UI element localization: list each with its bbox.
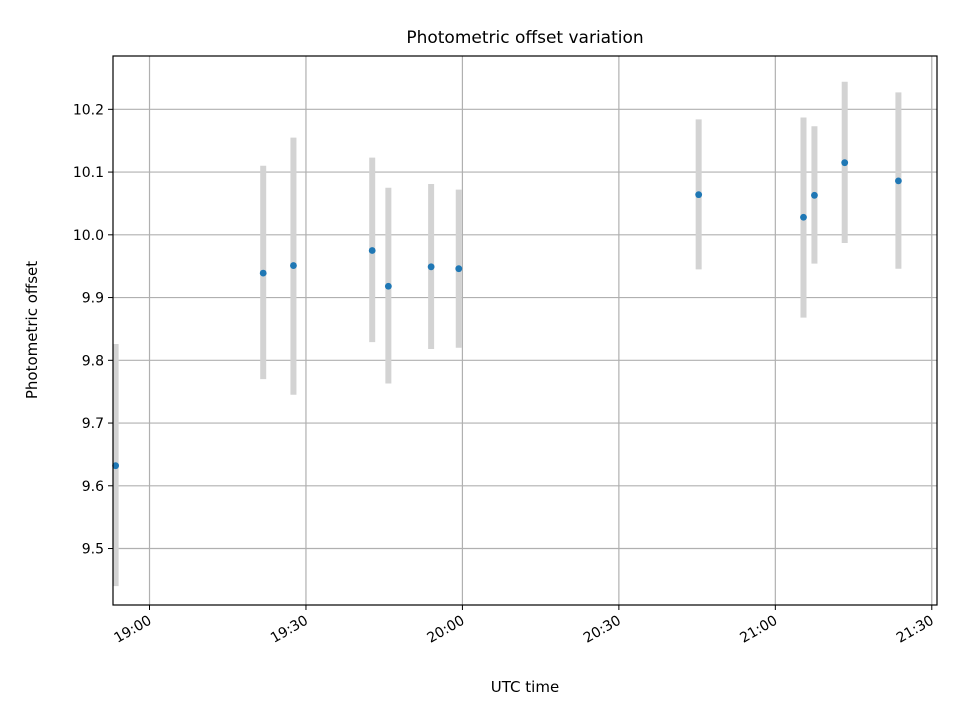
data-point: [290, 262, 297, 269]
data-point: [695, 191, 703, 199]
grid: [113, 56, 937, 605]
x-axis-ticks: 19:00 19:30 20:00 20:30 21:00 21:30: [112, 605, 937, 647]
y-tick-label: 9.7: [82, 416, 104, 432]
error-bars: [112, 81, 902, 587]
x-tick-label: 20:00: [424, 613, 467, 647]
x-tick-label: 21:30: [894, 613, 937, 647]
data-point: [841, 159, 849, 167]
data-point: [384, 282, 392, 290]
data-point: [368, 247, 376, 254]
x-axis-label: UTC time: [491, 678, 559, 696]
x-tick-label: 19:30: [268, 613, 311, 647]
y-tick-label: 9.6: [82, 479, 104, 495]
plot-frame: [112, 55, 938, 606]
data-point: [427, 263, 435, 271]
y-tick-label: 10.2: [73, 102, 104, 118]
data-point: [455, 265, 463, 273]
chart-title: Photometric offset variation: [406, 28, 643, 48]
y-tick-label: 9.9: [82, 291, 104, 307]
data-point: [112, 462, 120, 470]
y-axis-label: Photometric offset: [23, 261, 41, 399]
x-tick-label: 20:30: [581, 613, 624, 647]
data-points: [112, 159, 902, 470]
y-axis-ticks: 9.5 9.6 9.7 9.8 9.9 10.0 10.1 10.2: [73, 102, 113, 558]
y-tick-label: 9.5: [82, 542, 104, 558]
x-tick-label: 19:00: [112, 613, 155, 647]
x-tick-label: 21:00: [737, 613, 780, 647]
data-point: [811, 191, 818, 199]
data-point: [800, 213, 807, 221]
data-point: [259, 269, 267, 277]
y-tick-label: 9.8: [82, 353, 104, 369]
y-tick-label: 10.1: [73, 165, 104, 181]
data-point: [895, 177, 902, 185]
y-tick-label: 10.0: [73, 228, 104, 244]
